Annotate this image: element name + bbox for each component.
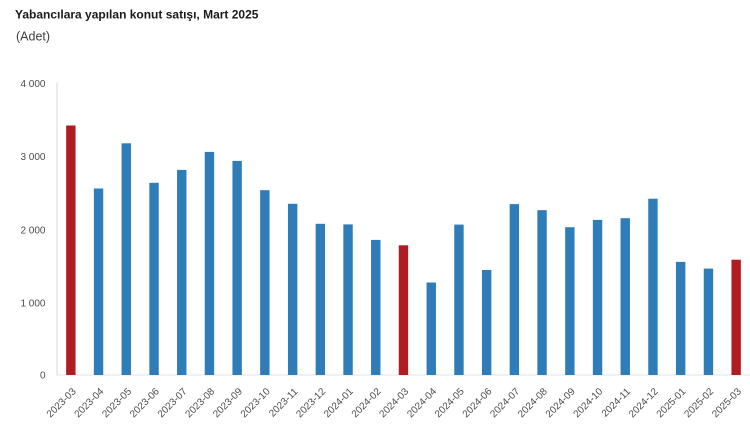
svg-text:1 000: 1 000: [20, 298, 45, 309]
svg-text:0: 0: [40, 371, 46, 382]
svg-text:Yabancılara yapılan konut satı: Yabancılara yapılan konut satışı, Mart 2…: [15, 8, 259, 22]
svg-text:2 000: 2 000: [20, 225, 45, 236]
svg-text:(Adet): (Adet): [16, 29, 50, 43]
svg-text:3 000: 3 000: [20, 152, 45, 163]
svg-text:4 000: 4 000: [20, 79, 45, 90]
